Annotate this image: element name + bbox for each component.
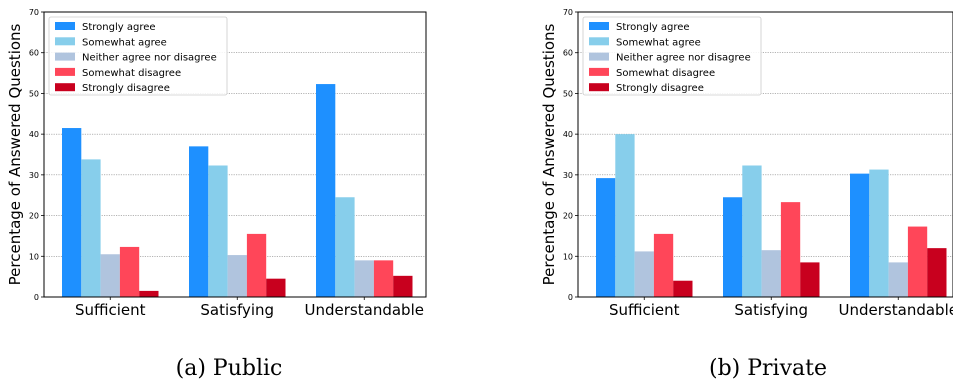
y-tick-label: 30 [563, 171, 573, 180]
chart-caption: (a) Public [176, 356, 283, 379]
y-tick-label: 50 [563, 89, 573, 98]
bar [907, 226, 928, 297]
plot-frame [43, 11, 427, 298]
bar [927, 248, 947, 297]
y-tick-label: 70 [563, 8, 573, 17]
bar [634, 251, 654, 297]
bar [615, 134, 635, 297]
y-tick-label: 20 [29, 212, 39, 221]
legend-label: Strongly disagree [82, 83, 170, 94]
legend-swatch [55, 83, 75, 92]
legend-label: Strongly disagree [616, 83, 704, 94]
bar [246, 233, 267, 297]
legend-label: Strongly agree [616, 22, 690, 33]
bar [653, 233, 674, 297]
chart-private: 0 10 20 30 40 50 60 70 Sufficient Satisfying Under… [540, 8, 953, 379]
bar [335, 197, 355, 297]
legend-label: Neither agree nor disagree [82, 53, 217, 64]
x-category-label: Sufficient [75, 301, 146, 319]
legend-label: Neither agree nor disagree [616, 53, 751, 64]
y-tick-label: 30 [29, 171, 39, 180]
legend-label: Somewhat agree [616, 37, 701, 48]
bar [227, 255, 247, 297]
y-tick-label: 40 [29, 130, 39, 139]
bar [354, 260, 374, 297]
bar [780, 202, 801, 297]
bar [723, 197, 743, 297]
bar [100, 254, 120, 297]
bar [888, 262, 908, 297]
legend: Strongly agree Somewhat agree Neither agre… [48, 16, 228, 96]
x-category-label: Understandable [305, 301, 424, 319]
legend-swatch [55, 52, 75, 61]
legend-label: Somewhat agree [82, 37, 167, 48]
legend-swatch [589, 83, 609, 92]
bar [869, 169, 889, 297]
bar [673, 280, 693, 297]
bar [266, 278, 286, 297]
bar [189, 146, 209, 297]
legend-swatch [589, 22, 609, 30]
legend-swatch [589, 52, 609, 61]
bar [81, 159, 101, 297]
y-tick-label: 20 [563, 212, 573, 221]
x-category-label: Satisfying [200, 301, 274, 319]
legend-swatch [55, 37, 75, 46]
bar [373, 260, 394, 297]
bar [850, 173, 870, 297]
legend-box [582, 16, 762, 96]
legend-swatch [589, 67, 609, 76]
x-category-label: Understandable [839, 301, 953, 319]
legend: Strongly agree Somewhat agree Neither agre… [582, 16, 762, 96]
legend-label: Somewhat disagree [82, 68, 181, 79]
bar [316, 84, 336, 297]
y-tick-label: 40 [563, 130, 573, 139]
y-axis-label: Percentage of Answered Questions [6, 23, 24, 285]
y-tick-label: 70 [29, 8, 39, 17]
bar [208, 165, 228, 297]
bar [596, 178, 616, 297]
y-tick-label: 0 [34, 293, 39, 302]
x-category-label: Sufficient [609, 301, 680, 319]
bar [393, 275, 413, 297]
y-tick-label: 50 [29, 89, 39, 98]
x-category-label: Satisfying [734, 301, 808, 319]
legend-swatch [55, 22, 75, 30]
legend-swatch [589, 37, 609, 46]
bar [800, 262, 820, 297]
chart-caption: (b) Private [709, 356, 827, 379]
y-axis-label: Percentage of Answered Questions [540, 23, 558, 285]
legend-box [48, 16, 228, 96]
bar [119, 246, 140, 297]
legend-label: Somewhat disagree [616, 68, 715, 79]
bar [742, 165, 762, 297]
y-tick-label: 10 [563, 252, 573, 261]
y-tick-label: 60 [563, 49, 573, 58]
legend-label: Strongly agree [82, 22, 156, 33]
plot-frame [577, 11, 953, 298]
y-tick-label: 60 [29, 49, 39, 58]
chart-public: 0 10 20 30 40 50 60 70 Sufficient Satisfying Under… [6, 8, 427, 379]
y-tick-label: 0 [568, 293, 573, 302]
bar [139, 290, 159, 297]
bar [62, 128, 82, 297]
legend-swatch [55, 67, 75, 76]
bar [761, 250, 781, 297]
y-tick-label: 10 [29, 252, 39, 261]
